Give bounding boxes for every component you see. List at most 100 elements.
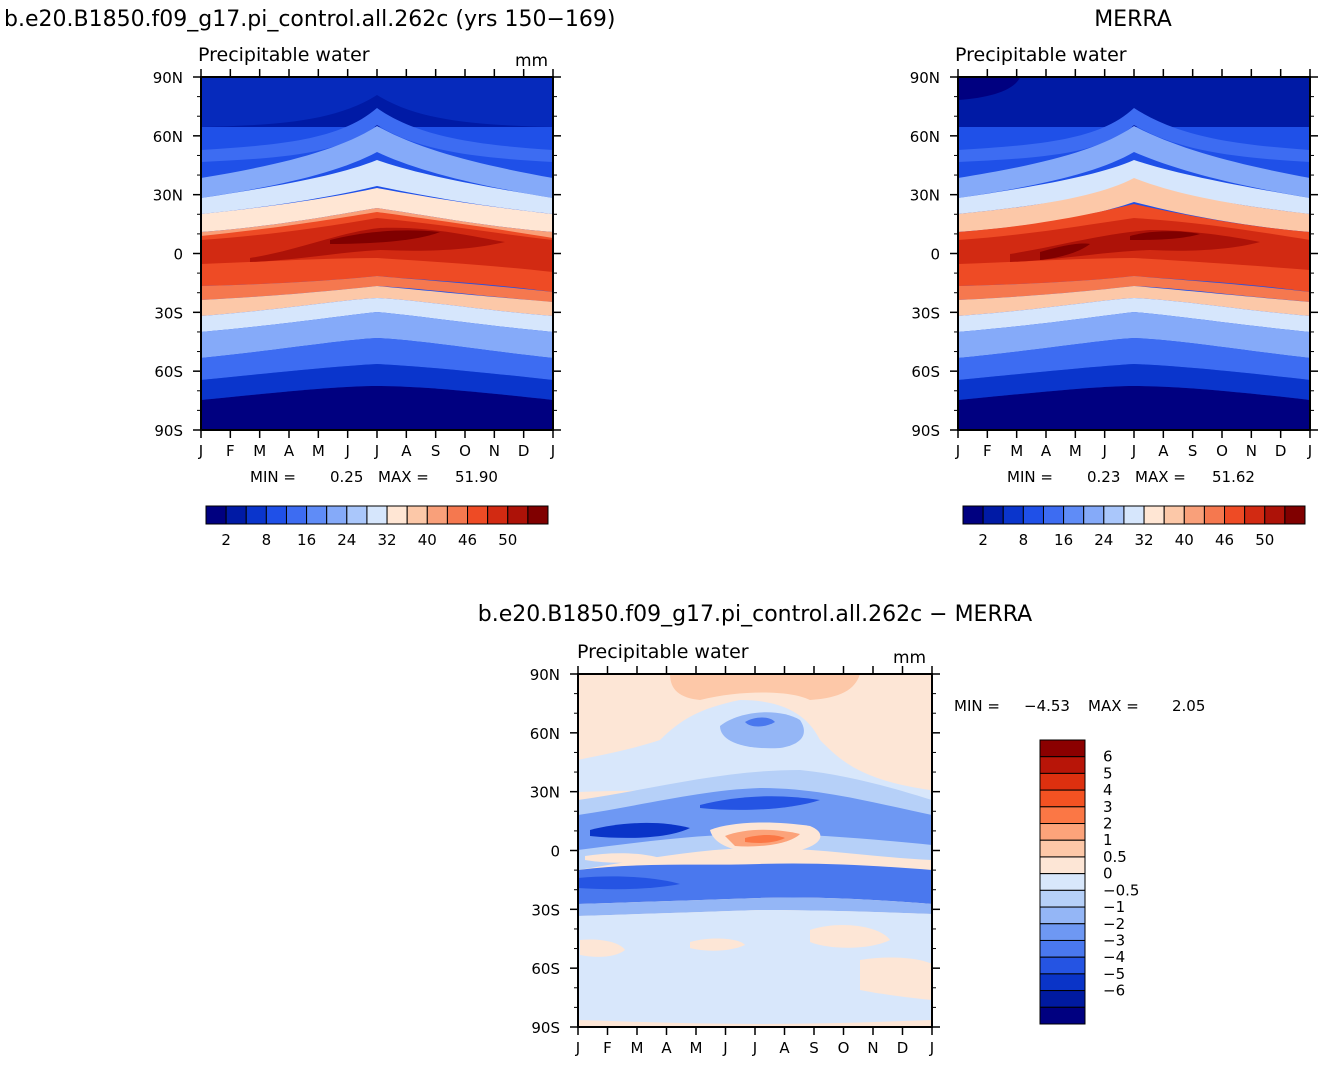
diff-colorbar-label-12: −4 (1103, 948, 1125, 966)
diff-colorbar-label-2: 4 (1103, 781, 1113, 799)
model-xtick-label-8: S (431, 442, 441, 460)
model-colorbar-swatch-2 (245, 505, 267, 525)
diff-colorbar-label-11: −3 (1103, 931, 1125, 949)
diff-fill-s-neg-4 (578, 876, 680, 890)
model-colorbar-swatch-5 (306, 505, 328, 525)
obs-colorbar-swatch-3 (1022, 505, 1044, 525)
model-title: b.e20.B1850.f09_g17.pi_control.all.262c … (4, 7, 615, 32)
model-max-label: MAX = (378, 468, 429, 486)
model-colorbar-swatch-16 (527, 505, 549, 525)
model-fill-arctic-edge (201, 77, 553, 127)
obs-colorbar-swatch-8 (1123, 505, 1145, 525)
diff-fill-trop-neg-4 (700, 796, 820, 810)
diff-xtick-label-10: N (867, 1039, 878, 1057)
diff-colorbar-swatch-16 (1039, 1006, 1086, 1025)
diff-colorbar-label-1: 5 (1103, 764, 1113, 782)
diff-xtick-label-4: M (690, 1039, 703, 1057)
diff-fill-s-pos-c (810, 925, 890, 948)
model-xtick-label-0: J (198, 442, 203, 460)
obs-xtick-label-9: O (1216, 442, 1228, 460)
model-fill-band-36 (201, 286, 553, 316)
obs-xtick-label-5: J (1101, 442, 1106, 460)
model-xtick-label-7: A (401, 442, 412, 460)
model-colorbar-label-0: 2 (221, 531, 231, 549)
diff-colorbar-swatch-0 (1039, 739, 1086, 758)
diff-fill-n-neg-4 (745, 717, 775, 727)
panel-diff: b.e20.B1850.f09_g17.pi_control.all.262c … (478, 602, 1206, 1057)
model-xtick-label-1: F (226, 442, 235, 460)
obs-colorbar-swatch-7 (1103, 505, 1125, 525)
diff-xtick-label-9: O (838, 1039, 850, 1057)
diff-colorbar-label-0: 6 (1103, 748, 1113, 766)
diff-xtick-label-0: J (575, 1039, 580, 1057)
model-fill-band-16s (201, 338, 553, 380)
obs-ytick-label-5: 60S (911, 363, 940, 381)
model-colorbar-label-3: 24 (337, 531, 356, 549)
model-ytick-label-0: 90N (153, 69, 183, 87)
model-colorbar: 2 8 16 24 32 40 46 50 (205, 505, 549, 549)
model-colorbar-label-5: 40 (418, 531, 437, 549)
model-colorbar-swatch-13 (467, 505, 489, 525)
obs-fill-band-28 (958, 160, 1310, 214)
model-colorbar-swatch-7 (346, 505, 368, 525)
model-xtick-label-12: J (550, 442, 555, 460)
diff-units: mm (893, 648, 926, 668)
diff-colorbar-swatch-6 (1039, 839, 1086, 858)
obs-max-label: MAX = (1135, 468, 1186, 486)
diff-colorbar-swatch-14 (1039, 973, 1086, 992)
model-xtick-label-4: M (312, 442, 325, 460)
model-colorbar-swatch-3 (265, 505, 287, 525)
panel-model: b.e20.B1850.f09_g17.pi_control.all.262c … (4, 7, 615, 549)
obs-title: MERRA (1094, 7, 1172, 32)
diff-colorbar-swatch-7 (1039, 856, 1086, 875)
model-fill-band-28 (201, 160, 553, 214)
obs-max-value: 51.62 (1212, 468, 1255, 486)
model-colorbar-swatch-1 (225, 505, 247, 525)
diff-ytick-label-5: 60S (531, 960, 560, 978)
obs-ytick-label-6: 90S (911, 422, 940, 440)
obs-ytick-label-2: 30N (910, 187, 940, 205)
diff-title: b.e20.B1850.f09_g17.pi_control.all.262c … (478, 602, 1032, 627)
obs-xtick-label-11: D (1275, 442, 1287, 460)
model-xtick-label-5: J (344, 442, 349, 460)
model-fill-band-16 (201, 108, 553, 162)
diff-colorbar-label-3: 3 (1103, 798, 1113, 816)
model-ytick-label-4: 30S (154, 304, 183, 322)
model-ytick-label-5: 60S (154, 363, 183, 381)
diff-colorbar-label-7: 0 (1103, 865, 1113, 883)
model-colorbar-swatch-12 (446, 505, 469, 525)
diff-ytick-label-2: 30N (530, 784, 560, 802)
obs-colorbar-label-3: 24 (1094, 531, 1113, 549)
diff-colorbar-label-6: 0.5 (1103, 848, 1127, 866)
obs-colorbar-swatch-6 (1083, 505, 1105, 525)
diff-fill-trop-neg-5 (590, 822, 690, 838)
obs-colorbar-swatch-13 (1224, 505, 1246, 525)
obs-xtick-label-10: N (1246, 442, 1257, 460)
obs-colorbar-label-4: 32 (1135, 531, 1154, 549)
diff-xtick-label-8: S (809, 1039, 819, 1057)
diff-min-label: MIN = (954, 697, 1000, 715)
obs-colorbar-swatch-14 (1244, 505, 1266, 525)
diff-xtick-label-11: D (897, 1039, 909, 1057)
diff-xtick-label-2: M (631, 1039, 644, 1057)
model-ytick-label-3: 0 (173, 246, 183, 264)
diff-colorbar-swatch-3 (1039, 789, 1086, 808)
model-fill-band-32 (201, 188, 553, 232)
diff-fill-n-neg-2 (720, 712, 804, 749)
diff-fill-s-neg-3 (578, 863, 932, 904)
obs-colorbar-swatch-12 (1203, 505, 1226, 525)
obs-fill-band-24s (958, 312, 1310, 358)
diff-xtick-label-12: J (929, 1039, 934, 1057)
model-min-value: 0.25 (330, 468, 363, 486)
diff-fill-sw-pos (585, 853, 660, 863)
model-fill-antarctic (201, 386, 553, 430)
obs-xtick-label-8: S (1188, 442, 1198, 460)
obs-xtick-label-1: F (983, 442, 992, 460)
obs-colorbar-label-1: 8 (1019, 531, 1029, 549)
obs-field (958, 77, 1310, 430)
model-colorbar-label-6: 46 (458, 531, 477, 549)
model-xtick-label-10: N (489, 442, 500, 460)
